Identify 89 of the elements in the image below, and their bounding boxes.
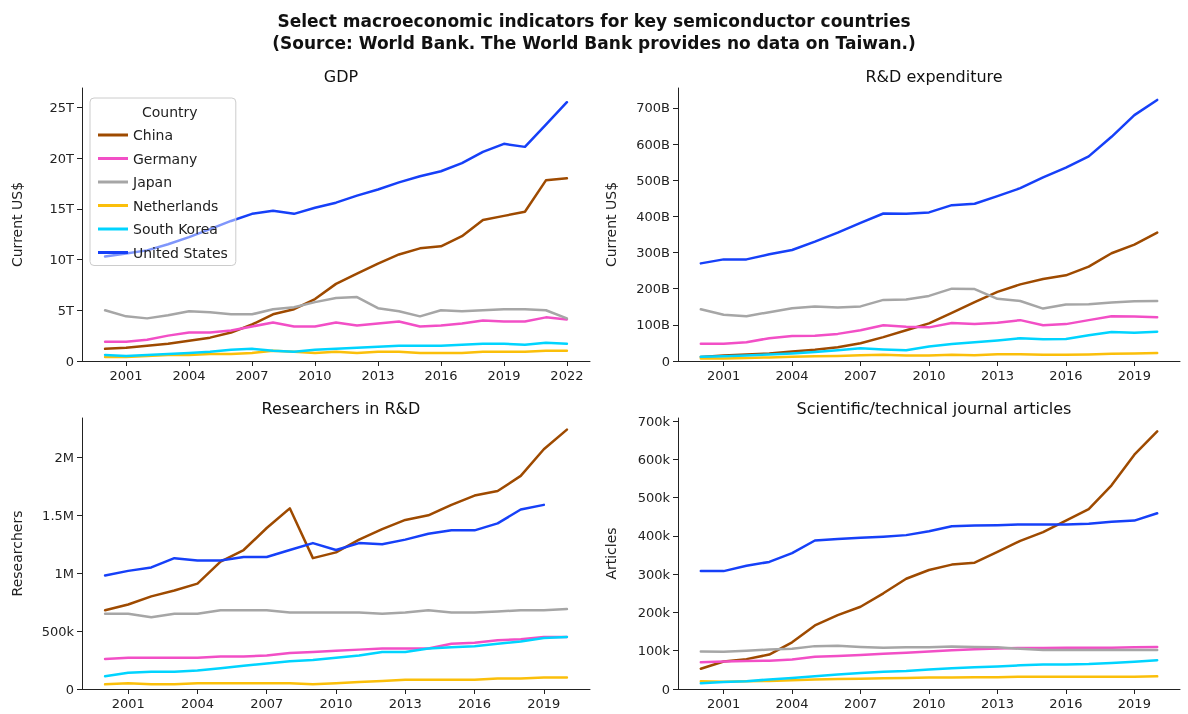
y-tick-label: 700k [637,413,671,429]
line-series [103,635,569,678]
y-tick-label: 400B [636,208,670,224]
y-tick-label: 100k [637,643,671,659]
x-tick-label: 2001 [109,368,143,383]
x-tick-label: 2001 [707,696,741,711]
legend-title: Country [142,104,198,120]
line-series [699,314,1159,345]
x-tick-label: 2019 [1117,696,1151,711]
x-tick-label: 2013 [361,368,395,383]
y-tick-label: 1M [54,565,74,581]
y-axis-title: Articles [603,527,619,580]
x-tick-label: 2019 [1117,368,1151,383]
line-series [699,659,1159,685]
x-tick-label: 2001 [707,368,741,383]
line-series [103,316,569,343]
line-series [699,430,1159,670]
y-tick-label: 300k [637,566,671,582]
line-series [103,503,546,577]
line-series [103,295,569,320]
x-tick-label: 2013 [980,696,1014,711]
y-axis-title: Researchers [9,510,25,597]
y-tick-label: 15T [49,201,75,217]
chart-title: R&D expenditure [865,66,1003,86]
y-tick-label: 600k [637,451,671,467]
y-tick-label: 2M [54,449,74,465]
y-tick-label: 25T [49,99,75,115]
x-tick-label: 2004 [180,696,214,711]
y-axis-title: Current US$ [603,181,619,268]
legend-label: Netherlands [133,197,219,214]
x-tick-label: 2004 [172,368,206,383]
x-tick-label: 2013 [388,696,422,711]
line-series [103,177,569,351]
y-tick-label: 0 [65,353,74,369]
chart-title: GDP [323,66,359,86]
legend-label: United States [133,244,228,261]
line-series [103,341,569,358]
y-tick-label: 500k [41,623,75,639]
y-tick-label: 600B [636,136,670,152]
y-tick-label: 400k [637,528,671,544]
line-series [699,644,1159,654]
y-axis-title: Current US$ [9,181,25,268]
x-tick-label: 2001 [111,696,145,711]
x-tick-label: 2007 [844,696,878,711]
x-tick-label: 2004 [775,696,809,711]
x-tick-label: 2004 [775,368,809,383]
x-tick-label: 2010 [912,368,946,383]
y-tick-label: 200k [637,604,671,620]
y-tick-label: 500B [636,172,670,188]
y-tick-label: 10T [49,252,75,268]
chart-title: Scientific/technical journal articles [796,398,1072,418]
chart-title: Researchers in R&D [261,398,421,418]
y-tick-label: 100B [636,317,670,333]
text: Select macroeconomic indicators for key semiconductor countries (Source: World Bank. The World Bank provides no data on Taiwan.) [271,10,917,54]
line-series [103,676,569,686]
x-tick-label: 2016 [1049,368,1083,383]
x-tick-label: 2016 [458,696,492,711]
y-tick-label: 300B [636,245,670,261]
x-tick-label: 2007 [250,696,284,711]
legend-label: China [133,127,173,143]
x-tick-label: 2013 [980,368,1014,383]
legend-label: Japan [132,174,173,190]
x-tick-label: 2010 [298,368,332,383]
line-series [699,645,1159,664]
y-tick-label: 200B [636,281,670,297]
line-series [103,428,569,612]
y-tick-label: 5T [57,302,75,318]
line-series [699,330,1159,358]
x-tick-label: 2019 [487,368,521,383]
x-tick-label: 2010 [319,696,353,711]
y-tick-label: 700B [636,100,670,116]
x-tick-label: 2007 [844,368,878,383]
x-tick-label: 2022 [550,368,584,383]
y-tick-label: 0 [65,681,74,697]
x-tick-label: 2019 [527,696,561,711]
line-series [103,607,569,619]
y-tick-label: 0 [661,353,670,369]
x-tick-label: 2010 [912,696,946,711]
line-series [699,287,1159,318]
legend-label: Germany [133,150,198,167]
y-tick-label: 1.5M [42,507,74,523]
y-tick-label: 0 [661,681,670,697]
x-tick-label: 2016 [424,368,458,383]
y-tick-label: 500k [637,490,671,506]
y-tick-label: 20T [49,150,75,166]
x-tick-label: 2016 [1049,696,1083,711]
x-tick-label: 2007 [235,368,269,383]
line-series [699,512,1159,573]
line-series [699,98,1159,265]
